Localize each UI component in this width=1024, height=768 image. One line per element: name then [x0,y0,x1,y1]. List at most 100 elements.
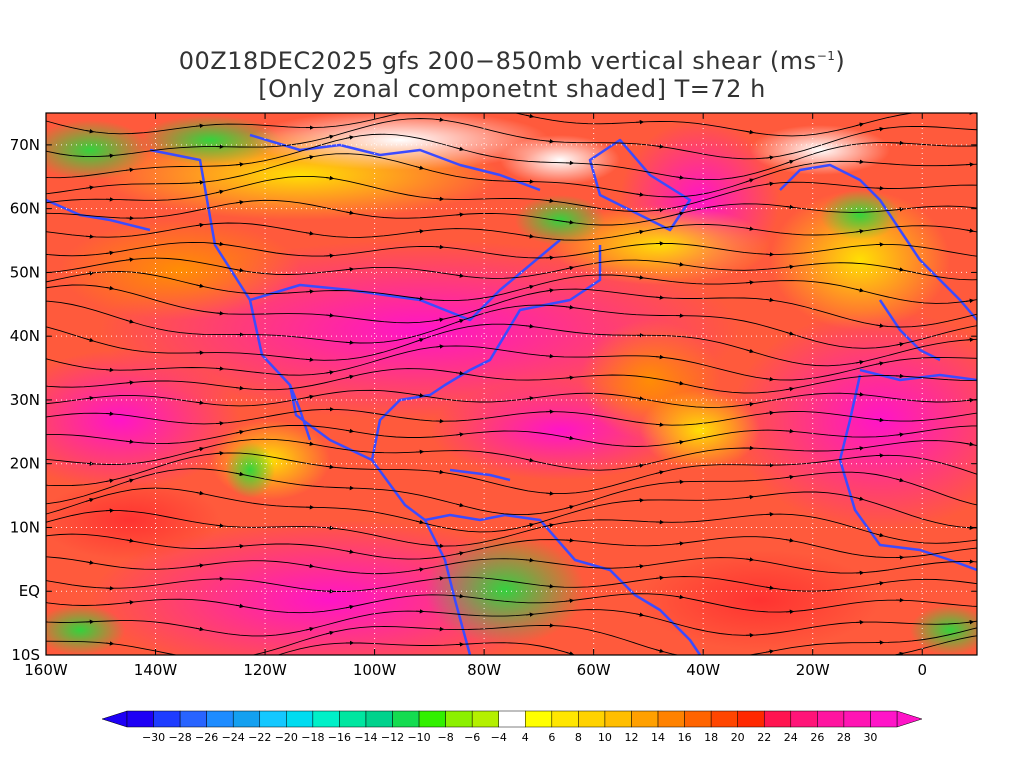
colorbar-swatch [604,710,632,728]
streamline-arrow [105,478,115,483]
colorbar-swatch [631,710,659,728]
streamline-arrow [675,541,685,546]
streamline-arrow [455,551,465,556]
streamline-arrow [745,494,755,500]
streamline-arrow [345,374,355,380]
streamline-arrow [855,287,865,293]
streamline-arrow [126,674,132,675]
streamline-arrow [435,344,445,349]
streamline-arrow [635,192,645,197]
streamline [46,408,977,426]
streamline-arrow [235,471,245,477]
colorbar-label: 14 [651,731,665,744]
lat-tick-label: 40N [10,327,40,345]
streamline [46,468,977,516]
streamline-arrow [415,165,425,170]
streamline-arrow [765,585,775,590]
streamline-arrow [785,331,795,336]
streamline-arrow [416,108,422,109]
streamline [46,438,977,471]
colorbar-label: −16 [328,731,351,744]
streamline-arrow [875,323,885,328]
streamline-arrow [125,380,135,385]
streamline-arrow [525,396,535,401]
streamline-arrow [195,222,205,228]
colorbar-swatch [843,710,871,728]
streamline-arrow [305,441,315,446]
streamline-arrow [875,361,885,366]
streamline-arrow [675,175,685,180]
colorbar-label: 18 [704,731,718,744]
lon-tick-label: 0 [917,661,927,679]
streamline-arrow [345,549,355,554]
streamline [46,175,977,212]
streamline-arrow [415,567,425,572]
streamline-arrow [85,497,95,503]
colorbar-label: −26 [195,731,218,744]
colorbar-swatch [232,710,261,728]
streamline [46,241,977,259]
streamline [46,368,977,394]
streamline [46,323,977,367]
colorbar-label: 28 [837,731,851,744]
streamline [46,133,977,181]
title-line1-prefix: 00Z18DEC2025 gfs 200−850mb vertical shea… [178,47,817,75]
streamline-arrow [565,598,575,603]
streamline-arrow [215,523,225,528]
streamline-arrow [565,435,575,441]
map-plot-area [46,108,977,675]
colorbar-swatch [763,710,792,728]
streamline-arrow [525,457,535,463]
title-unit-exponent: −1 [816,49,836,63]
colorbar-swatch [445,710,473,728]
gridlines [46,113,977,655]
streamline-arrow [125,257,135,262]
streamline-arrow [745,129,755,135]
streamline-arrow [545,584,555,589]
streamline-arrow [455,319,465,324]
streamline-arrow [765,649,775,654]
map-title-line1: 00Z18DEC2025 gfs 200−850mb vertical shea… [0,48,1024,75]
lon-tick-label: 20W [796,661,830,679]
streamline-arrow [415,519,425,525]
streamline-arrow [305,155,315,160]
streamline-arrow [125,478,135,483]
colorbar-label: −12 [381,731,404,744]
colorbar-swatch [870,710,898,728]
streamline-arrow [545,523,555,528]
streamline-arrow [125,439,135,444]
colorbar-swatch [498,710,526,728]
lat-tick-label: 20N [10,455,40,473]
colorbar-swatch [206,710,234,728]
streamline-arrow [765,181,775,187]
colorbar-swatch [418,710,446,728]
colorbar-label: −20 [275,731,298,744]
streamline-arrow [215,311,225,316]
streamline-arrow [855,122,865,127]
streamline-arrow [675,262,685,267]
streamline-arrow [895,267,905,272]
colorbar-swatch [153,710,181,728]
colorbar-label: −18 [301,731,324,744]
streamline-arrow [325,134,335,140]
streamline-arrow [675,381,685,386]
streamline-arrow [215,241,225,247]
streamline-arrow [455,273,465,278]
streamline-arrow [235,429,245,435]
streamline-arrow [785,428,795,434]
colorbar-swatch [339,710,367,728]
streamline-arrow [325,175,335,181]
colorbar-swatch [365,710,393,728]
streamline-arrow [525,612,535,617]
streamline-arrow [125,319,135,324]
streamline-arrow [745,348,755,354]
streamline-arrow [895,477,905,483]
streamline-arrow [965,298,975,304]
streamline-arrow [236,667,242,669]
streamline-arrow [895,432,905,437]
streamline-arrow [635,564,645,569]
title-line1-suffix: ) [835,47,846,75]
colorbar-label: −6 [464,731,480,744]
streamline-arrow [305,357,315,362]
streamline-arrow [765,297,775,303]
